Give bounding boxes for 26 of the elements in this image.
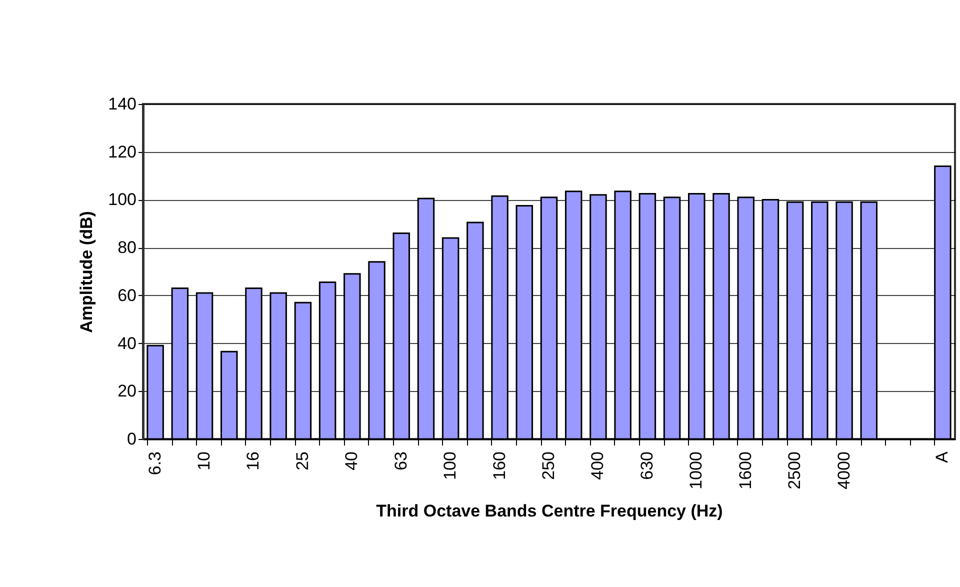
y-tick-label: 20 [118,382,136,401]
y-tick-label: 120 [108,142,136,162]
y-axis-title: Amplitude (dB) [77,211,96,333]
y-tick-label: 100 [108,190,136,210]
x-tick-label: 16 [244,452,263,470]
x-tick-label: 40 [342,452,362,470]
y-tick-label: 80 [118,238,136,258]
x-axis-title: Third Octave Bands Centre Frequency (Hz) [376,501,723,520]
x-tick-label: A [932,450,952,463]
y-tick-label: 0 [127,430,136,448]
x-tick-label: 100 [440,452,460,480]
x-tick-label: 1600 [736,452,755,490]
x-tick-label: 160 [490,452,509,480]
x-tick-label: 250 [539,452,558,480]
x-tick-label: 10 [194,452,214,470]
x-tick-label: 2500 [785,452,804,490]
x-tick-label: 63 [391,452,410,470]
x-tick-label: 1000 [686,452,706,490]
y-tick-label: 140 [108,94,136,114]
y-tick-label: 40 [118,334,136,353]
x-tick-label: 4000 [834,452,854,490]
x-tick-label: 25 [292,452,312,470]
x-tick-label: 6.3 [145,452,164,476]
y-tick-label: 60 [118,286,136,305]
x-tick-label: 630 [637,452,656,480]
x-tick-label: 400 [588,452,608,480]
